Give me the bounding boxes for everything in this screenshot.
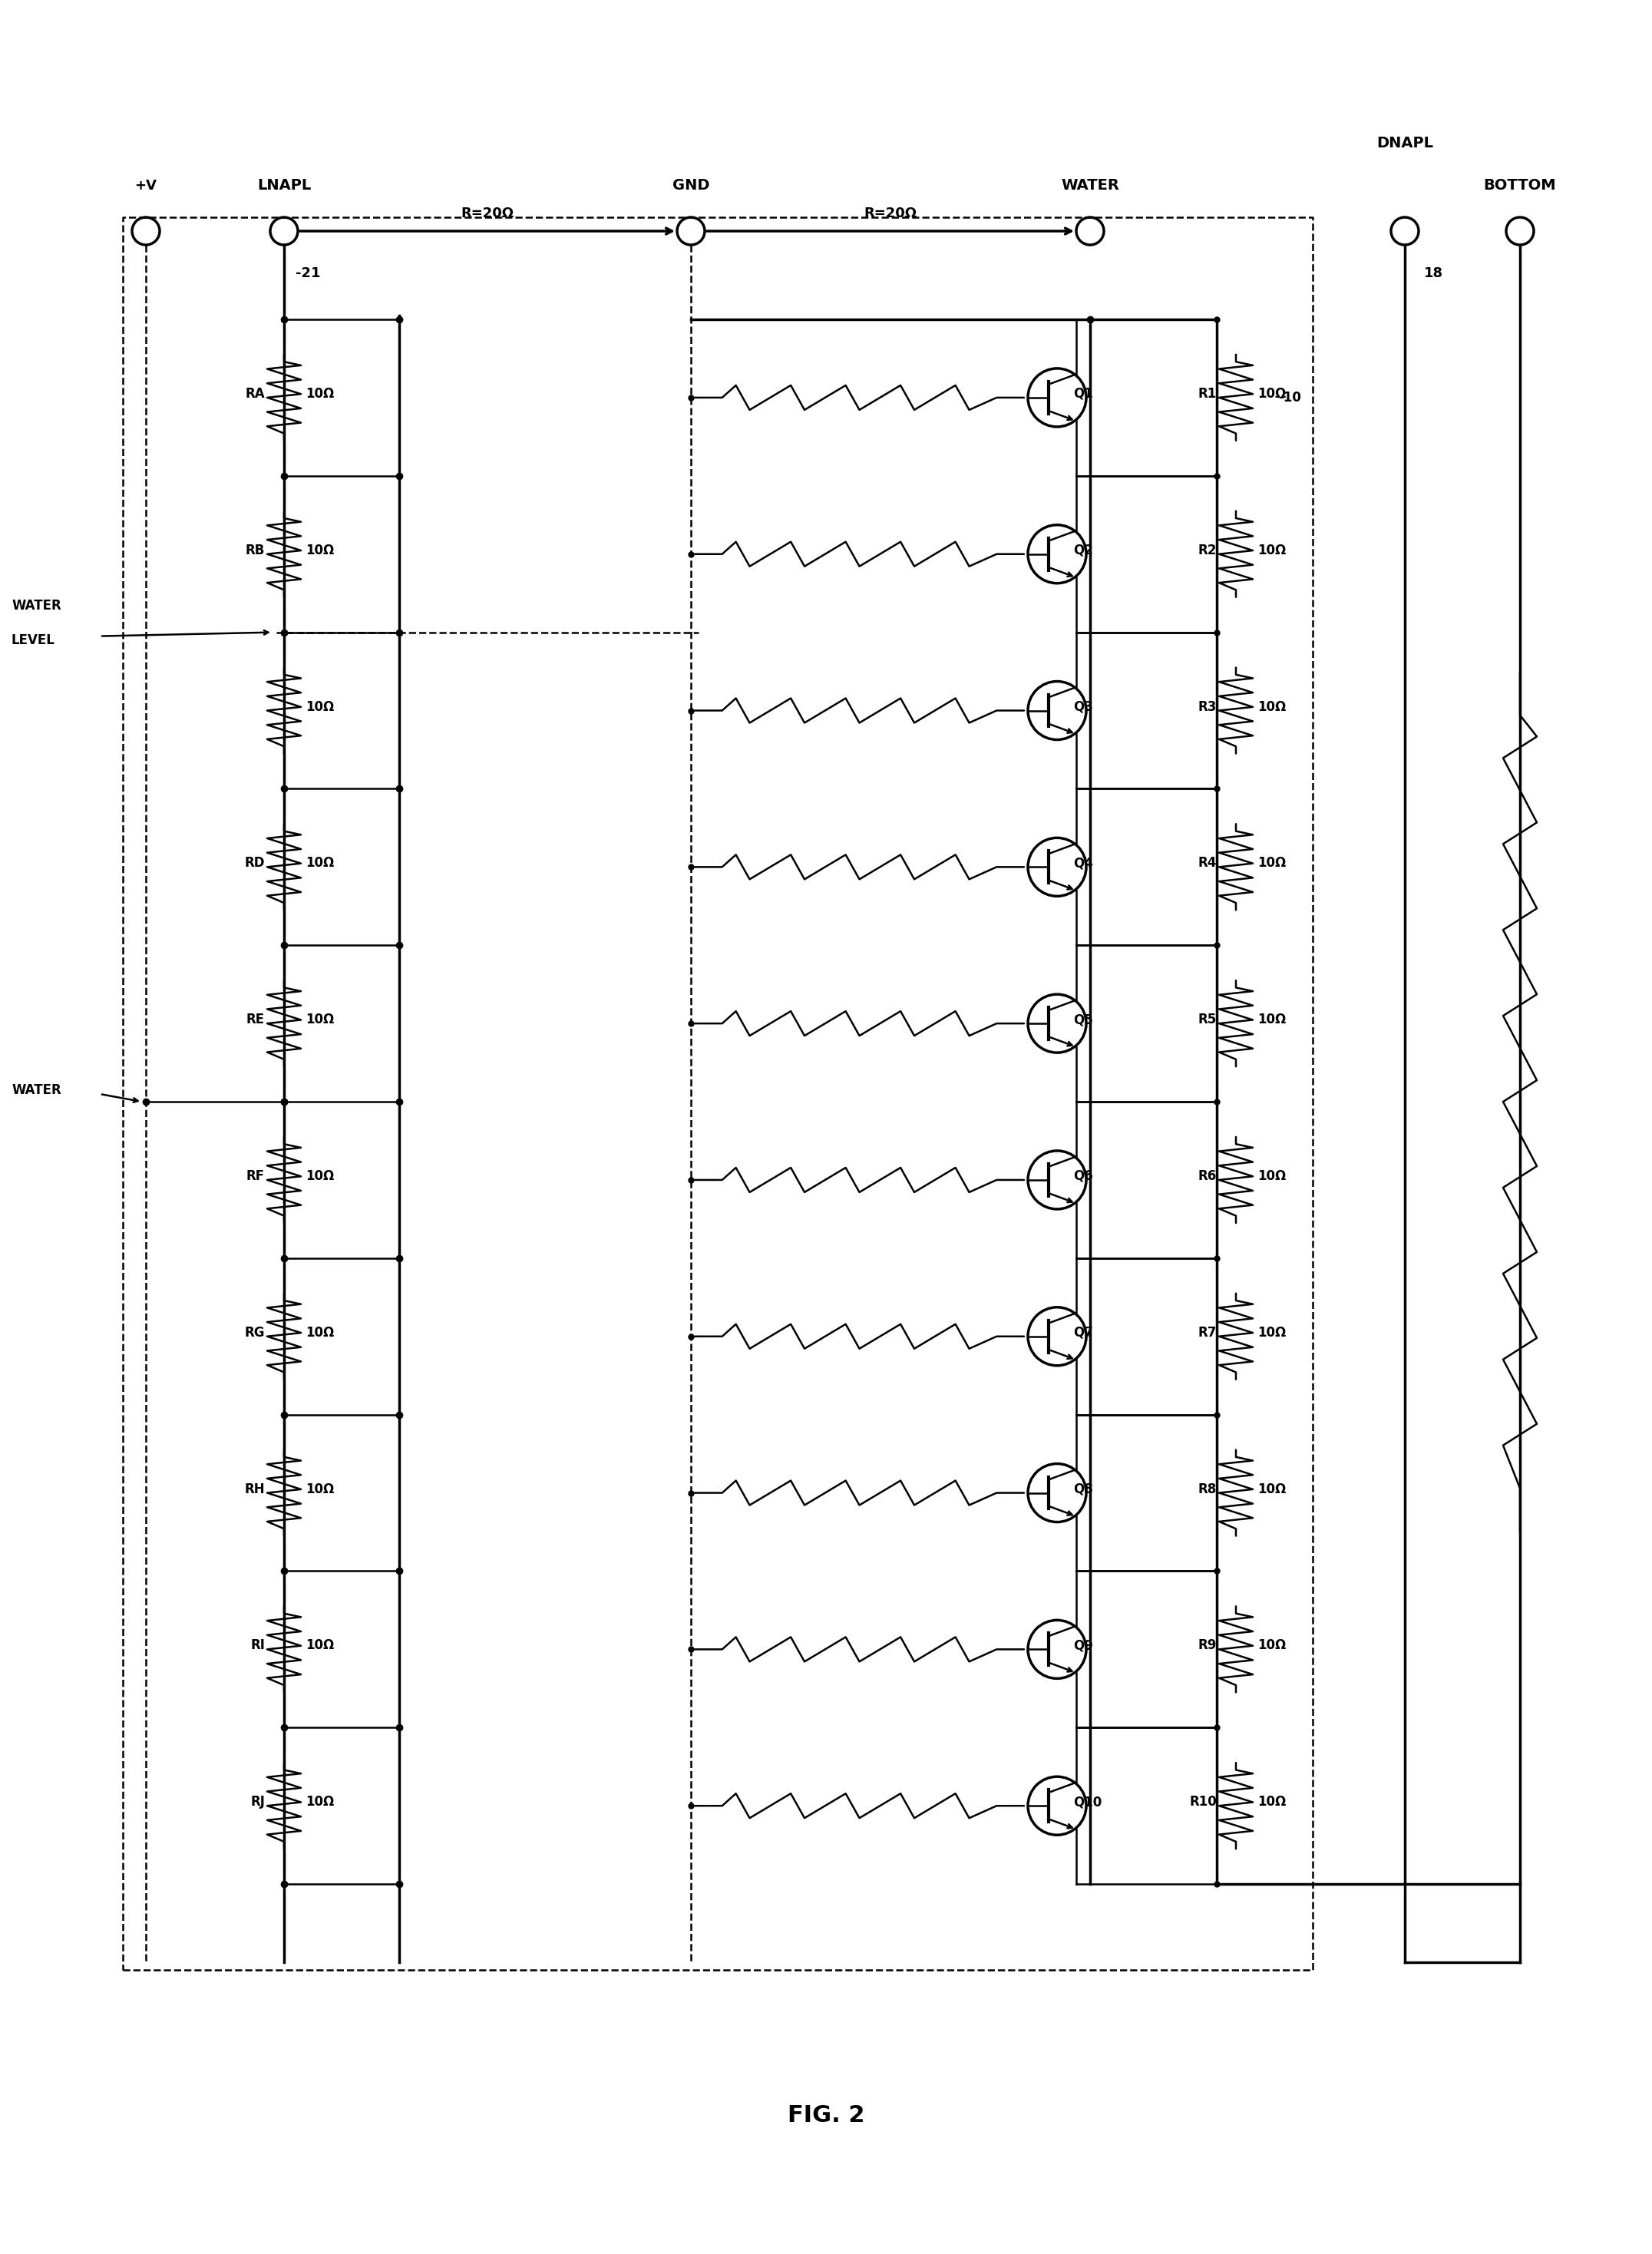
Text: RA: RA [244,388,264,401]
Text: Q2: Q2 [1074,543,1094,557]
Text: RH: RH [244,1483,264,1497]
Text: R=20Ω: R=20Ω [864,207,917,221]
Text: -21: -21 [296,266,320,279]
Text: R3: R3 [1198,699,1218,715]
Text: 10Ω: 10Ω [306,388,334,401]
Text: 10Ω: 10Ω [306,1325,334,1339]
Text: WATER: WATER [12,600,61,613]
Text: 10Ω: 10Ω [306,1639,334,1652]
Text: WATER: WATER [12,1084,61,1098]
Text: Q6: Q6 [1074,1170,1094,1183]
Text: R5: R5 [1198,1012,1218,1026]
Text: LEVEL: LEVEL [12,633,55,647]
Text: FIG. 2: FIG. 2 [788,2105,864,2128]
Text: Q5: Q5 [1074,1012,1094,1026]
Text: R4: R4 [1198,857,1218,870]
Text: 10Ω: 10Ω [1257,699,1285,715]
Text: 10Ω: 10Ω [306,1012,334,1026]
Text: Q8: Q8 [1074,1483,1094,1497]
Text: RI: RI [251,1639,264,1652]
Text: Q4: Q4 [1074,857,1094,870]
Text: LNAPL: LNAPL [258,178,311,192]
Text: R=20Ω: R=20Ω [461,207,514,221]
Text: RE: RE [246,1012,264,1026]
Text: -10: -10 [1279,390,1302,403]
Text: RJ: RJ [251,1794,264,1810]
Text: 10Ω: 10Ω [1257,1483,1285,1497]
Text: 10Ω: 10Ω [1257,1012,1285,1026]
Text: 10Ω: 10Ω [1257,857,1285,870]
Text: +V: +V [135,178,157,192]
Text: Q9: Q9 [1074,1639,1094,1652]
Text: RD: RD [244,857,264,870]
Text: R9: R9 [1198,1639,1218,1652]
Text: R6: R6 [1198,1170,1218,1183]
Text: 10Ω: 10Ω [1257,1639,1285,1652]
Text: 10Ω: 10Ω [1257,543,1285,557]
Text: BOTTOM: BOTTOM [1483,178,1556,192]
Text: 10Ω: 10Ω [1257,388,1285,401]
Text: DNAPL: DNAPL [1376,135,1434,151]
Text: R10: R10 [1189,1794,1218,1810]
Text: 10Ω: 10Ω [306,1483,334,1497]
Text: 10Ω: 10Ω [1257,1325,1285,1339]
Text: R7: R7 [1198,1325,1218,1339]
Text: Q7: Q7 [1074,1325,1094,1339]
Text: 10Ω: 10Ω [306,699,334,715]
Text: 10Ω: 10Ω [306,543,334,557]
Text: R1: R1 [1198,388,1218,401]
Text: RF: RF [246,1170,264,1183]
Text: WATER: WATER [1061,178,1118,192]
Text: 10Ω: 10Ω [1257,1794,1285,1810]
Text: R2: R2 [1198,543,1218,557]
Text: Q3: Q3 [1074,699,1094,715]
Text: 10Ω: 10Ω [306,1170,334,1183]
Text: GND: GND [672,178,709,192]
Text: Q10: Q10 [1074,1794,1102,1810]
Text: RB: RB [246,543,264,557]
Text: 10Ω: 10Ω [306,1794,334,1810]
Text: Q1: Q1 [1074,388,1094,401]
Text: 18: 18 [1424,266,1444,279]
Text: 10Ω: 10Ω [1257,1170,1285,1183]
Text: 10Ω: 10Ω [306,857,334,870]
Text: R8: R8 [1198,1483,1218,1497]
Text: RG: RG [244,1325,264,1339]
